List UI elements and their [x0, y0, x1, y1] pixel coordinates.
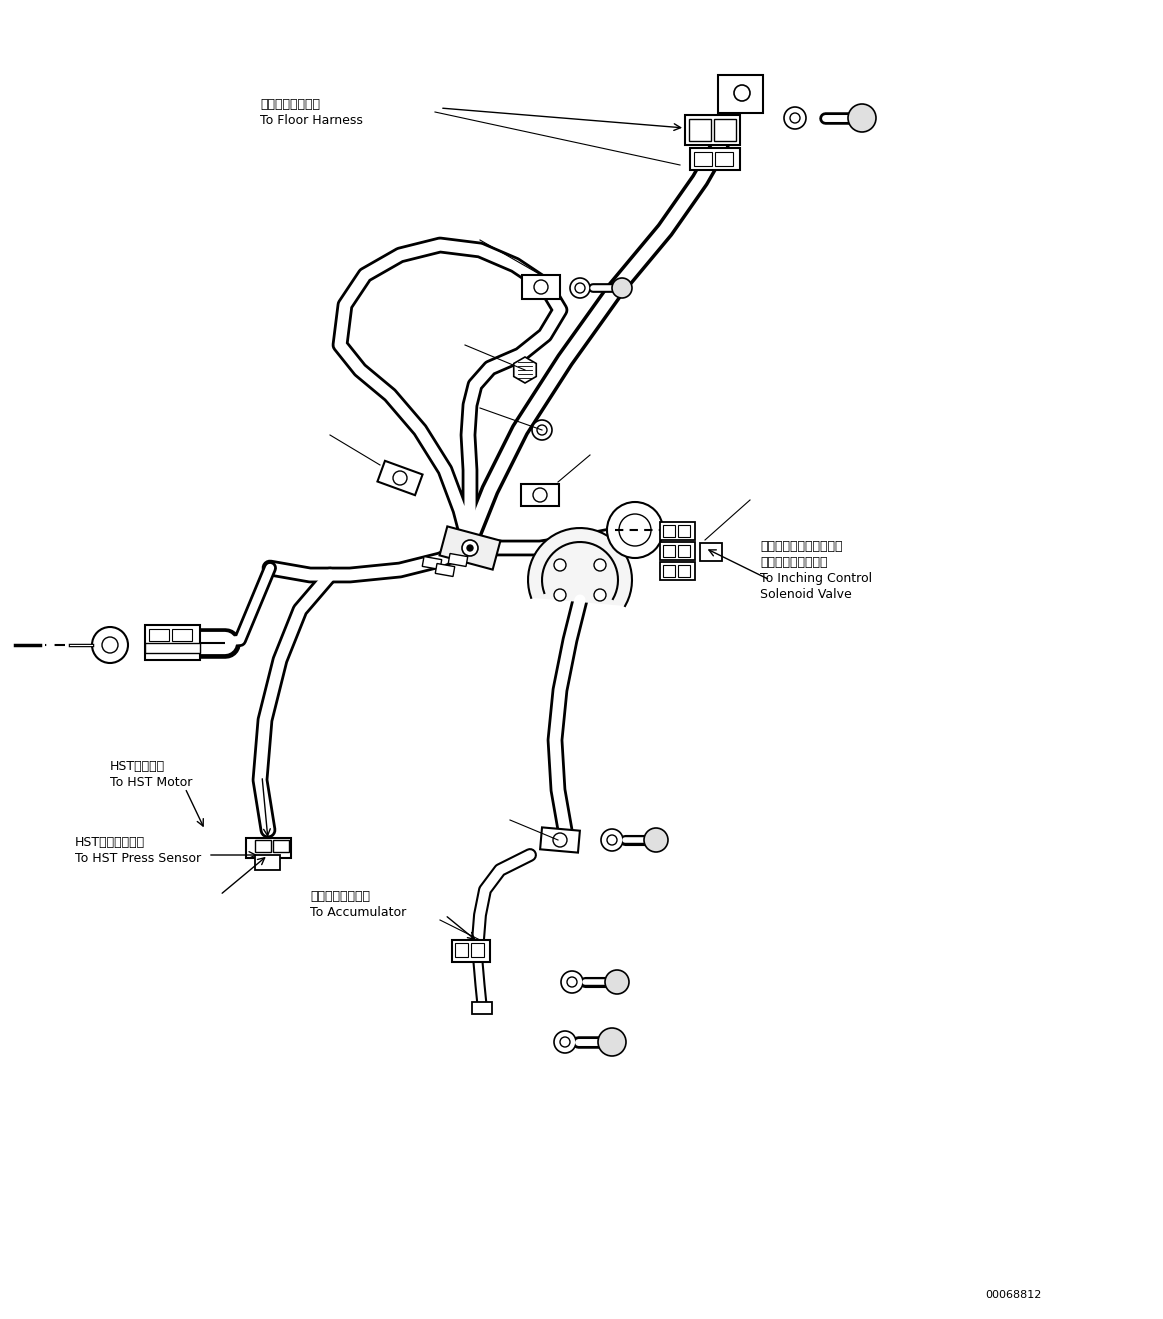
Circle shape — [734, 84, 750, 102]
Bar — [145, 642, 200, 653]
Text: To Floor Harness: To Floor Harness — [261, 113, 363, 127]
Circle shape — [534, 280, 548, 294]
Bar — [690, 148, 740, 170]
Circle shape — [601, 830, 623, 851]
Bar — [273, 840, 288, 852]
Circle shape — [784, 107, 806, 129]
Bar — [255, 840, 271, 852]
Bar — [540, 827, 580, 852]
Bar — [663, 565, 675, 576]
Text: HSTモータへ: HSTモータへ — [110, 760, 165, 773]
Bar — [435, 563, 455, 576]
Text: ソレノイドバルブへ: ソレノイドバルブへ — [759, 557, 828, 568]
Bar — [678, 525, 690, 537]
Text: Solenoid Valve: Solenoid Valve — [759, 588, 851, 601]
Polygon shape — [528, 528, 632, 605]
Text: 00068812: 00068812 — [985, 1290, 1041, 1301]
Circle shape — [554, 559, 566, 571]
Circle shape — [393, 471, 407, 485]
Circle shape — [612, 278, 632, 298]
Polygon shape — [514, 357, 536, 383]
Circle shape — [568, 977, 577, 987]
Circle shape — [531, 419, 552, 441]
Text: インチングコントロール: インチングコントロール — [759, 539, 842, 553]
Circle shape — [575, 284, 585, 293]
Bar — [522, 274, 561, 299]
Bar — [455, 943, 468, 958]
Bar — [678, 545, 690, 557]
Text: フロアハーネスへ: フロアハーネスへ — [261, 98, 320, 111]
Bar — [718, 75, 763, 113]
Text: To Accumulator: To Accumulator — [311, 906, 406, 919]
Circle shape — [537, 425, 547, 435]
Bar — [245, 838, 291, 857]
Bar — [472, 1002, 492, 1014]
Circle shape — [561, 971, 583, 993]
Text: アキュムレータへ: アキュムレータへ — [311, 890, 370, 904]
Circle shape — [462, 539, 478, 557]
Bar — [688, 119, 711, 141]
Bar — [659, 542, 695, 561]
Bar — [715, 152, 733, 166]
Bar — [422, 557, 442, 570]
Bar — [440, 526, 500, 570]
Circle shape — [554, 1031, 576, 1053]
Circle shape — [790, 113, 800, 123]
Circle shape — [594, 590, 606, 601]
Bar — [678, 565, 690, 576]
Bar — [659, 522, 695, 539]
Circle shape — [570, 278, 590, 298]
Text: HST油圧センサへ: HST油圧センサへ — [74, 836, 145, 849]
Circle shape — [561, 1037, 570, 1047]
Bar — [452, 940, 490, 962]
Circle shape — [533, 488, 547, 503]
Bar — [145, 625, 200, 660]
Bar — [471, 943, 484, 958]
Circle shape — [619, 514, 651, 546]
Circle shape — [848, 104, 876, 132]
Circle shape — [644, 828, 668, 852]
Circle shape — [102, 637, 117, 653]
Bar — [255, 855, 280, 871]
Circle shape — [594, 559, 606, 571]
Bar — [663, 525, 675, 537]
Bar — [378, 460, 422, 495]
Bar — [448, 554, 468, 566]
Circle shape — [598, 1028, 626, 1057]
Bar — [663, 545, 675, 557]
Bar — [149, 629, 169, 641]
Circle shape — [607, 835, 618, 845]
Circle shape — [468, 545, 473, 551]
Circle shape — [554, 590, 566, 601]
Circle shape — [607, 503, 663, 558]
Text: To HST Motor: To HST Motor — [110, 776, 192, 789]
Bar — [714, 119, 736, 141]
Circle shape — [605, 969, 629, 995]
Bar — [172, 629, 192, 641]
Bar — [685, 115, 740, 145]
Circle shape — [552, 834, 568, 847]
Bar — [700, 543, 722, 561]
Text: To HST Press Sensor: To HST Press Sensor — [74, 852, 201, 865]
Circle shape — [92, 627, 128, 663]
Text: To Inching Control: To Inching Control — [759, 572, 872, 586]
Bar — [659, 562, 695, 580]
Bar — [694, 152, 712, 166]
Bar — [521, 484, 559, 506]
